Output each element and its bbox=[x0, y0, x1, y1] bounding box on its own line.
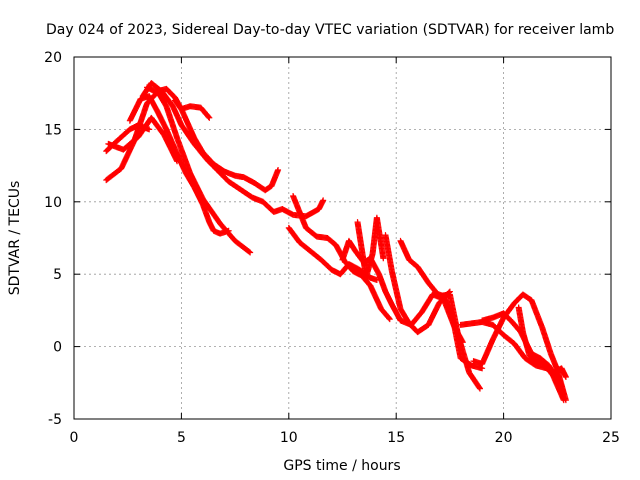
data-point bbox=[205, 113, 212, 120]
data-point bbox=[380, 255, 387, 262]
series-track-12 bbox=[382, 232, 453, 336]
data-point bbox=[146, 126, 153, 133]
series-track-7 bbox=[171, 97, 282, 194]
x-tick-label: 15 bbox=[387, 430, 405, 446]
axis-ticks: 0 5 10 15 20 25 -5 0 5 10 15 20 bbox=[44, 50, 620, 446]
y-tick-label: 20 bbox=[44, 50, 62, 66]
y-tick-label: 0 bbox=[53, 340, 62, 356]
y-tick-label: 15 bbox=[44, 122, 62, 138]
series-track-6 bbox=[144, 84, 213, 121]
data-point bbox=[560, 397, 567, 404]
x-tick-label: 0 bbox=[70, 430, 79, 446]
data-point bbox=[275, 166, 282, 173]
series-track-11 bbox=[354, 214, 387, 281]
chart-title: Day 024 of 2023, Sidereal Day-to-day VTE… bbox=[46, 22, 614, 38]
series-track-5 bbox=[139, 80, 327, 220]
y-axis-label: SDTVAR / TECUs bbox=[7, 181, 23, 296]
series-track-4 bbox=[126, 93, 232, 237]
data-point bbox=[476, 384, 483, 391]
x-axis-label: GPS time / hours bbox=[283, 458, 400, 474]
series-track-14 bbox=[431, 290, 486, 372]
data-point bbox=[247, 249, 254, 256]
y-tick-label: -5 bbox=[48, 412, 62, 428]
data-point bbox=[225, 227, 232, 234]
x-tick-label: 20 bbox=[495, 430, 513, 446]
series-track-15 bbox=[457, 318, 569, 381]
gridlines bbox=[74, 57, 611, 419]
data-point bbox=[206, 114, 213, 121]
data-point bbox=[386, 315, 393, 322]
data-point bbox=[562, 374, 569, 381]
x-tick-label: 5 bbox=[177, 430, 186, 446]
series-track-8 bbox=[285, 224, 380, 283]
series-track-10 bbox=[339, 237, 466, 346]
series-track-3 bbox=[105, 114, 181, 165]
series-track-13 bbox=[397, 237, 483, 392]
data-point bbox=[386, 316, 393, 323]
y-tick-label: 5 bbox=[53, 267, 62, 283]
x-tick-label: 10 bbox=[280, 430, 298, 446]
data-points bbox=[103, 80, 569, 404]
x-tick-label: 25 bbox=[602, 430, 620, 446]
series-track-18 bbox=[515, 304, 567, 404]
plot-frame bbox=[73, 56, 612, 420]
data-point bbox=[246, 248, 253, 255]
data-point bbox=[476, 385, 483, 392]
series-track-9 bbox=[290, 193, 393, 323]
data-point bbox=[320, 197, 327, 204]
y-tick-label: 10 bbox=[44, 195, 62, 211]
